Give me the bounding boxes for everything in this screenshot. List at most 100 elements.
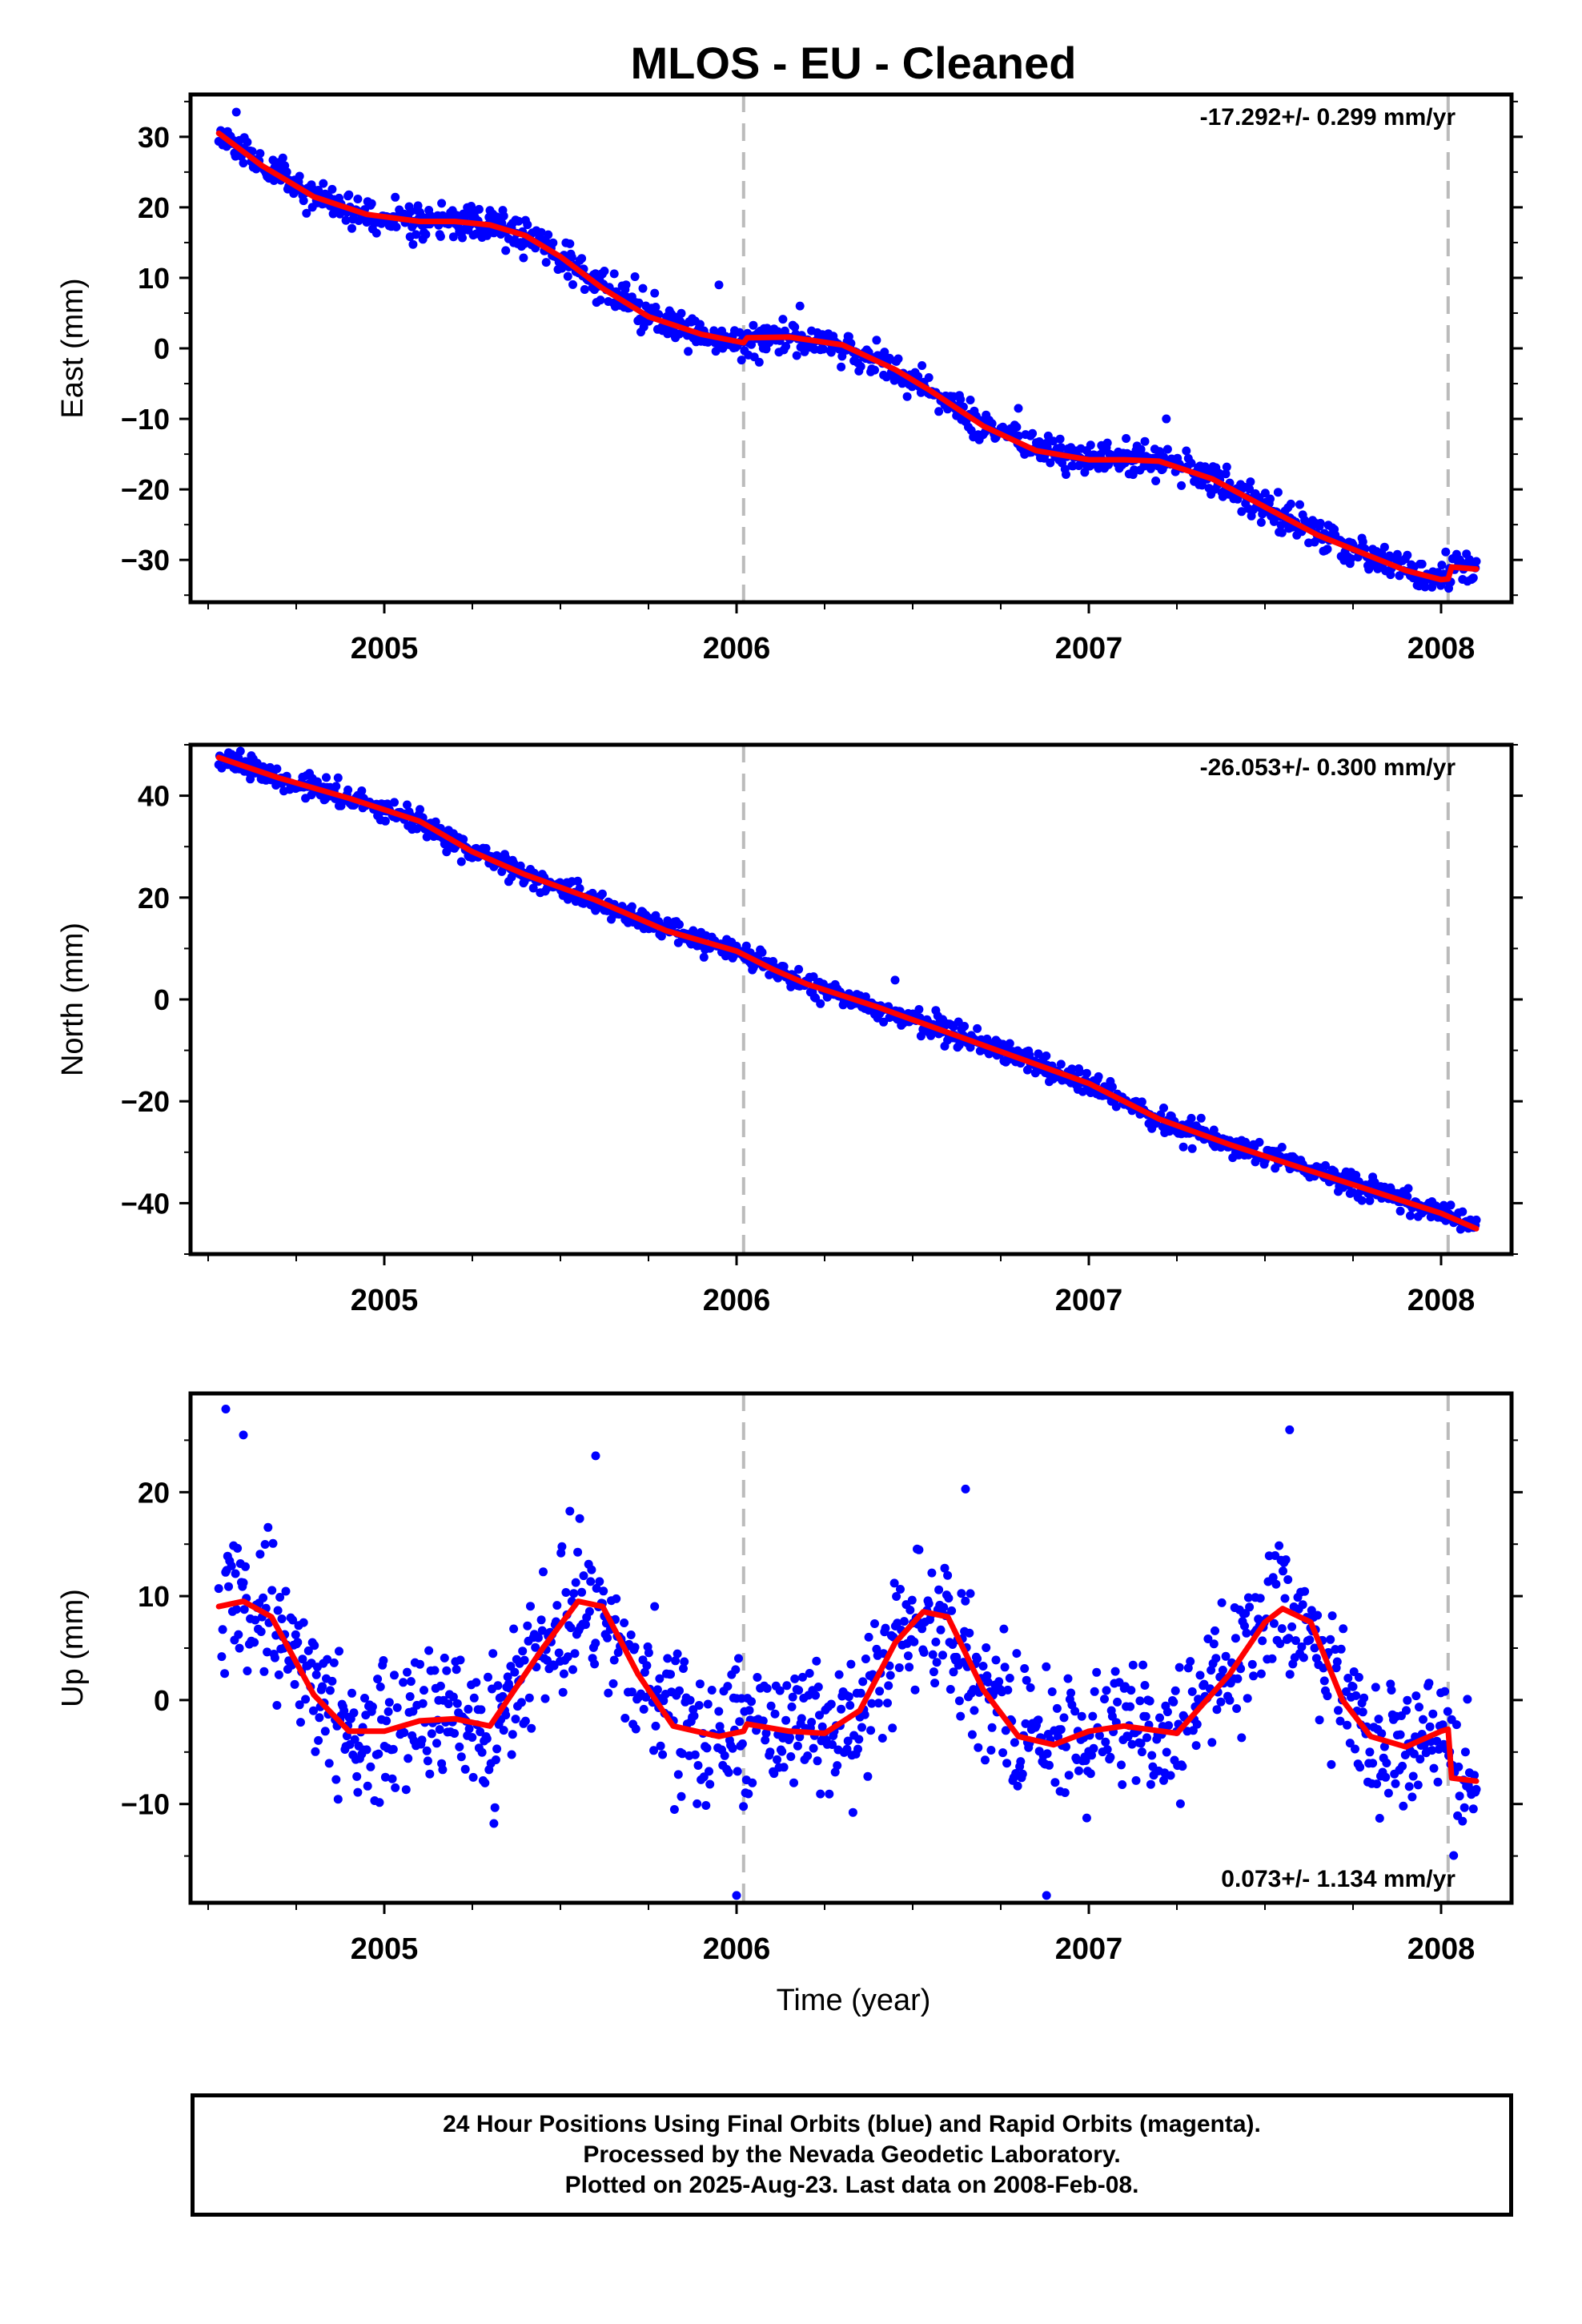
up-data-point-453 [714,1707,724,1716]
east-data-point-771 [1080,468,1090,477]
up-data-point-511 [777,1747,787,1756]
up-data-point-1097 [1432,1736,1442,1746]
up-data-point-611 [883,1699,892,1708]
east-data-point-297 [544,230,553,239]
up-data-point-486 [748,1778,757,1787]
up-data-point-97 [320,1727,330,1736]
up-data-point-575 [842,1744,852,1754]
up-data-point-36 [256,1627,266,1636]
north-data-point-337 [597,889,607,899]
up-data-point-316 [558,1687,568,1697]
up-data-point-725 [1003,1685,1013,1695]
up-data-point-1121 [1460,1747,1470,1757]
up-fit-curve [215,1598,1480,1784]
up-data-point-141 [366,1762,375,1771]
up-data-point-560 [828,1740,837,1749]
east-data-point-182 [421,230,431,239]
east-data-point-110 [341,215,351,225]
north-data-point-1057 [1403,1184,1413,1193]
up-data-point-77 [299,1618,308,1627]
up-data-point-740 [1020,1664,1030,1673]
up-data-point-1033 [1359,1693,1369,1703]
up-outlier-point-0 [221,1404,231,1413]
east-data-point-225 [467,202,476,211]
up-data-point-15 [233,1543,243,1553]
up-data-point-953 [1268,1573,1278,1582]
up-data-point-521 [787,1702,797,1711]
up-data-point-794 [1082,1813,1091,1823]
up-data-point-802 [1090,1687,1099,1696]
up-data-point-25 [243,1667,252,1675]
east-panel: −30 −20 −10 0 10 20 30 2005 2006 2007 2008 East (mm… [56,92,1523,665]
north-data-point-183 [431,817,440,826]
up-data-point-588 [856,1688,865,1698]
up-data-point-343 [587,1565,596,1574]
up-data-point-904 [1211,1626,1219,1635]
east-data-point-596 [880,348,889,357]
up-data-point-16 [234,1630,243,1639]
up-data-point-290 [531,1642,540,1652]
up-data-point-390 [642,1661,652,1671]
up-data-point-503 [769,1769,779,1779]
up-data-point-387 [639,1704,648,1714]
up-data-point-278 [516,1698,526,1707]
up-data-point-237 [476,1727,485,1736]
up-data-point-839 [1135,1696,1145,1706]
up-data-point-1129 [1470,1771,1479,1780]
up-data-point-295 [536,1615,546,1625]
up-data-point-542 [809,1743,818,1753]
east-data-point-1064 [1420,582,1430,592]
north-data-point-1059 [1406,1211,1415,1220]
north-y-tick-label-2: 0 [154,983,170,1016]
up-data-point-249 [488,1649,498,1659]
up-data-point-875 [1175,1799,1185,1808]
up-data-point-94 [318,1682,327,1691]
up-data-point-319 [561,1588,571,1597]
up-data-point-1065 [1395,1730,1405,1739]
up-data-point-431 [685,1695,695,1705]
up-data-point-122 [347,1688,356,1698]
up-data-point-720 [998,1748,1008,1758]
up-outlier-point-6 [1042,1891,1051,1900]
east-data-point-61 [282,167,291,177]
up-data-point-448 [705,1767,713,1776]
up-data-point-522 [788,1692,797,1702]
up-data-point-135 [360,1694,369,1703]
up-data-point-194 [430,1666,440,1675]
up-data-point-653 [929,1667,938,1677]
up-data-point-0 [214,1584,223,1594]
up-data-point-988 [1307,1606,1316,1615]
up-data-point-1018 [1343,1674,1353,1683]
up-data-point-738 [1018,1769,1027,1779]
up-data-point-775 [1059,1713,1069,1723]
up-data-point-242 [480,1778,490,1787]
up-data-point-424 [677,1749,687,1759]
east-data-point-1083 [1441,547,1451,557]
up-data-point-1128 [1468,1804,1478,1814]
east-data-point-1103 [1464,555,1474,565]
up-data-point-188 [423,1756,432,1766]
east-data-point-691 [987,419,997,428]
panels: −30 −20 −10 0 10 20 30 2005 2006 2007 2008 East (mm… [56,92,1523,1966]
up-data-point-769 [1052,1703,1062,1713]
up-data-point-286 [526,1602,535,1611]
up-data-point-546 [813,1756,822,1766]
up-data-point-296 [537,1626,547,1635]
up-data-point-921 [1231,1634,1240,1643]
east-data-point-259 [501,246,511,255]
east-data-point-928 [1256,517,1266,527]
up-panel: −10 0 10 20 2005 2006 2007 2008 Up (mm) 0.073+/- … [56,1391,1523,1966]
up-data-point-831 [1126,1686,1136,1695]
up-data-point-99 [323,1655,332,1664]
up-data-point-39 [259,1667,269,1676]
up-data-point-447 [703,1699,713,1709]
up-data-point-160 [387,1774,397,1783]
up-data-point-779 [1064,1771,1074,1780]
east-data-point-864 [1186,458,1196,468]
up-data-point-17 [235,1643,244,1653]
east-data-point-1051 [1403,550,1412,560]
north-y-axis-label: North (mm) [56,923,90,1076]
up-data-point-685 [961,1596,970,1606]
up-data-point-228 [464,1724,474,1734]
east-y-tick-label-4: 10 [138,262,170,295]
